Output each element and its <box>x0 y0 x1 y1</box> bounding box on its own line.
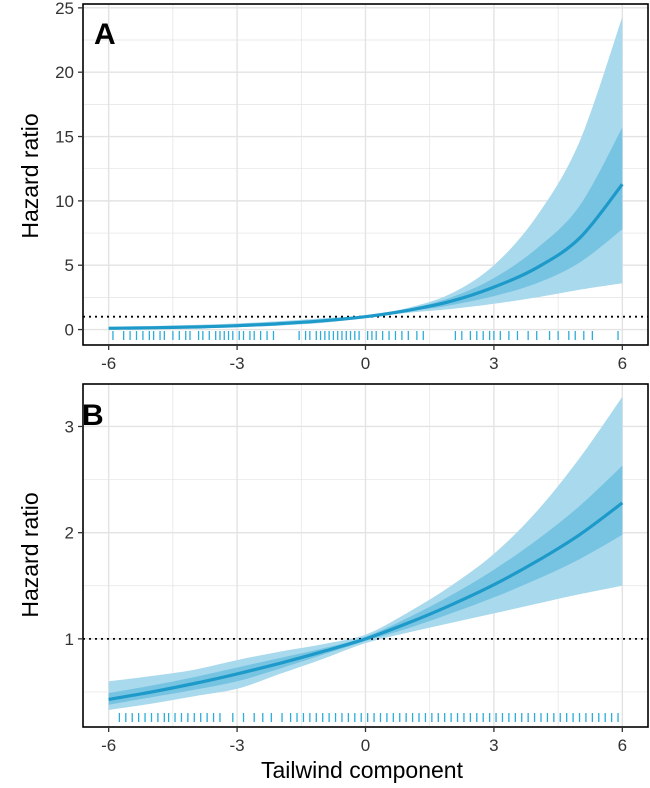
y-tick-label: 25 <box>55 0 74 18</box>
y-tick-label: 20 <box>55 63 74 82</box>
y-tick-label: 5 <box>65 256 74 275</box>
hazard-ratio-line <box>108 183 624 330</box>
x-tick-label: -6 <box>101 354 116 373</box>
band-inner-a <box>108 127 623 329</box>
panel-label-a: A <box>94 18 116 51</box>
x-ticks-b: -6 -3 0 3 6 <box>101 727 627 755</box>
x-tick-label: 3 <box>489 736 498 755</box>
x-tick-label: 6 <box>618 354 627 373</box>
band-inner-b <box>108 465 623 705</box>
x-tick-label: 0 <box>361 354 370 373</box>
rug-b <box>118 713 619 722</box>
x-axis-title: Tailwind component <box>261 757 464 783</box>
y-tick-label: 15 <box>55 128 74 147</box>
hazard-ratio-line <box>108 501 624 701</box>
y-tick-label: 2 <box>65 524 74 543</box>
y-axis-title-b: Hazard ratio <box>17 492 43 617</box>
confidence-band-inner <box>108 127 623 329</box>
x-ticks-a: -6 -3 0 3 6 <box>101 345 627 373</box>
y-ticks-b: 1 2 3 <box>65 417 83 649</box>
x-tick-label: -3 <box>230 354 245 373</box>
x-tick-label: -3 <box>230 736 245 755</box>
grid-a <box>83 4 648 345</box>
y-axis-title-a: Hazard ratio <box>17 113 43 238</box>
x-tick-label: 6 <box>618 736 627 755</box>
y-tick-label: 1 <box>65 630 74 649</box>
rug-a <box>112 331 619 340</box>
panel-label-b: B <box>82 399 104 432</box>
confidence-band-inner <box>108 465 623 705</box>
y-tick-label: 0 <box>65 321 74 340</box>
y-tick-label: 10 <box>55 192 74 211</box>
y-ticks-a: 0 5 10 15 20 25 <box>55 0 83 340</box>
x-tick-label: -6 <box>101 736 116 755</box>
y-tick-label: 3 <box>65 417 74 436</box>
panel-b: -6 -3 0 3 6 1 2 3 B Hazard ratio Tailwind comp… <box>17 383 649 783</box>
x-tick-label: 0 <box>361 736 370 755</box>
panel-a: -6 -3 0 3 6 0 5 10 15 20 25 A Hazard ratio <box>17 0 649 373</box>
hazard-line-a <box>108 183 624 330</box>
hazard-line-b <box>108 501 624 701</box>
x-tick-label: 3 <box>489 354 498 373</box>
